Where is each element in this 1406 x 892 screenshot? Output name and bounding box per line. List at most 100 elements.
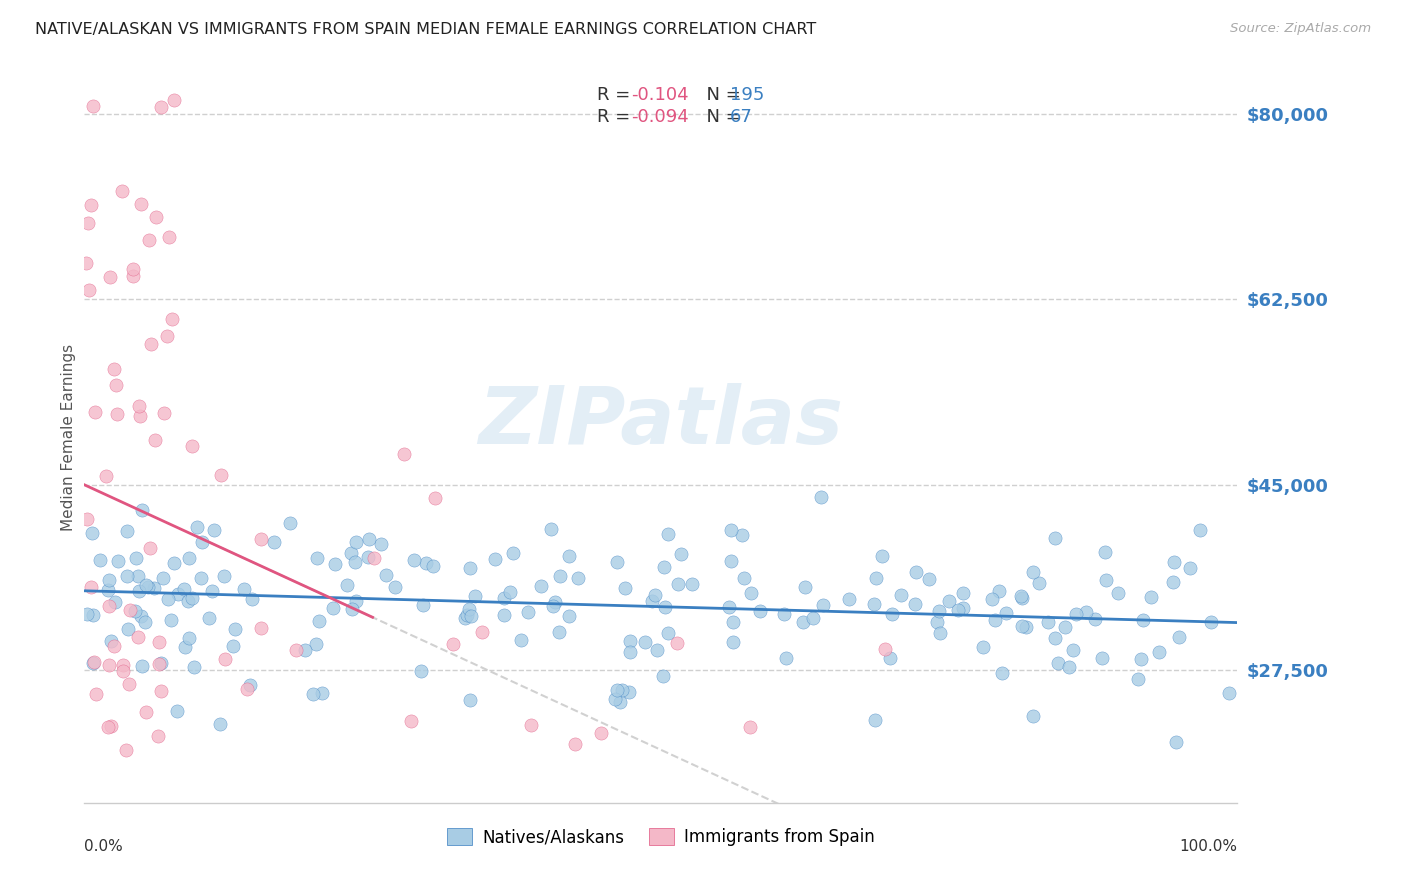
Point (167, 587, 190, 601)
Text: 195: 195 (730, 87, 765, 104)
Point (156, 329, 179, 343)
Point (1074, 605, 1097, 619)
Point (399, 714, 422, 729)
Point (980, 591, 1002, 606)
Text: NATIVE/ALASKAN VS IMMIGRANTS FROM SPAIN MEDIAN FEMALE EARNINGS CORRELATION CHART: NATIVE/ALASKAN VS IMMIGRANTS FROM SPAIN … (35, 22, 817, 37)
Point (1084, 612, 1107, 626)
Point (305, 637, 328, 651)
Point (76, 217, 98, 231)
Point (249, 621, 271, 635)
Point (422, 559, 444, 574)
Point (117, 569, 139, 583)
Point (1011, 619, 1033, 633)
Point (564, 737, 586, 751)
Point (202, 524, 225, 538)
Point (617, 685, 640, 699)
Point (441, 637, 464, 651)
Point (97, 658, 120, 673)
Point (127, 630, 149, 644)
Point (115, 524, 138, 538)
Point (645, 643, 668, 657)
Point (1022, 708, 1045, 723)
Point (179, 631, 201, 645)
Point (294, 643, 316, 657)
Point (180, 438, 202, 452)
Point (250, 532, 273, 546)
Point (94, 469, 117, 483)
Point (972, 640, 994, 655)
Point (733, 571, 755, 585)
Point (357, 532, 380, 546)
Point (720, 554, 742, 568)
Point (612, 683, 634, 698)
Point (278, 516, 301, 530)
Point (209, 468, 232, 483)
Y-axis label: Median Female Earnings: Median Female Earnings (60, 343, 76, 531)
Point (142, 582, 165, 596)
Point (82, 607, 104, 622)
Point (107, 554, 129, 568)
Point (117, 622, 139, 636)
Point (97, 599, 120, 613)
Point (720, 523, 742, 537)
Point (153, 406, 176, 420)
Point (139, 541, 162, 555)
Point (75, 256, 97, 270)
Point (198, 611, 221, 625)
Point (76, 512, 98, 526)
Text: 67: 67 (730, 108, 752, 126)
Point (344, 555, 367, 569)
Point (730, 528, 752, 542)
Point (129, 196, 152, 211)
Point (657, 527, 679, 541)
Point (460, 609, 482, 624)
Point (340, 546, 363, 560)
Point (671, 547, 693, 561)
Point (111, 185, 134, 199)
Point (634, 635, 657, 649)
Point (301, 687, 323, 701)
Point (222, 639, 245, 653)
Point (1011, 591, 1033, 606)
Point (1062, 643, 1084, 657)
Point (115, 742, 138, 756)
Point (173, 582, 195, 596)
Point (613, 581, 636, 595)
Point (938, 594, 960, 608)
Point (652, 668, 675, 682)
Point (82, 99, 104, 113)
Point (740, 720, 762, 734)
Point (177, 593, 200, 607)
Point (530, 579, 553, 593)
Point (548, 624, 571, 639)
Point (775, 651, 797, 665)
Point (567, 571, 589, 585)
Point (100, 719, 122, 733)
Point (160, 613, 183, 627)
Point (1095, 573, 1118, 587)
Point (138, 233, 160, 247)
Point (644, 588, 666, 602)
Point (1126, 672, 1149, 686)
Point (152, 571, 174, 585)
Point (104, 595, 127, 609)
Point (502, 546, 524, 560)
Point (540, 522, 562, 536)
Text: R =: R = (598, 87, 637, 104)
Point (471, 625, 494, 640)
Point (548, 568, 571, 582)
Point (1057, 660, 1080, 674)
Point (606, 683, 628, 698)
Point (811, 599, 834, 613)
Point (323, 557, 346, 571)
Point (308, 614, 330, 628)
Point (1178, 561, 1201, 575)
Point (80, 581, 103, 595)
Point (214, 652, 236, 666)
Point (1014, 620, 1036, 634)
Point (603, 691, 626, 706)
Point (156, 592, 179, 607)
Point (375, 567, 398, 582)
Point (233, 582, 256, 596)
Point (166, 705, 188, 719)
